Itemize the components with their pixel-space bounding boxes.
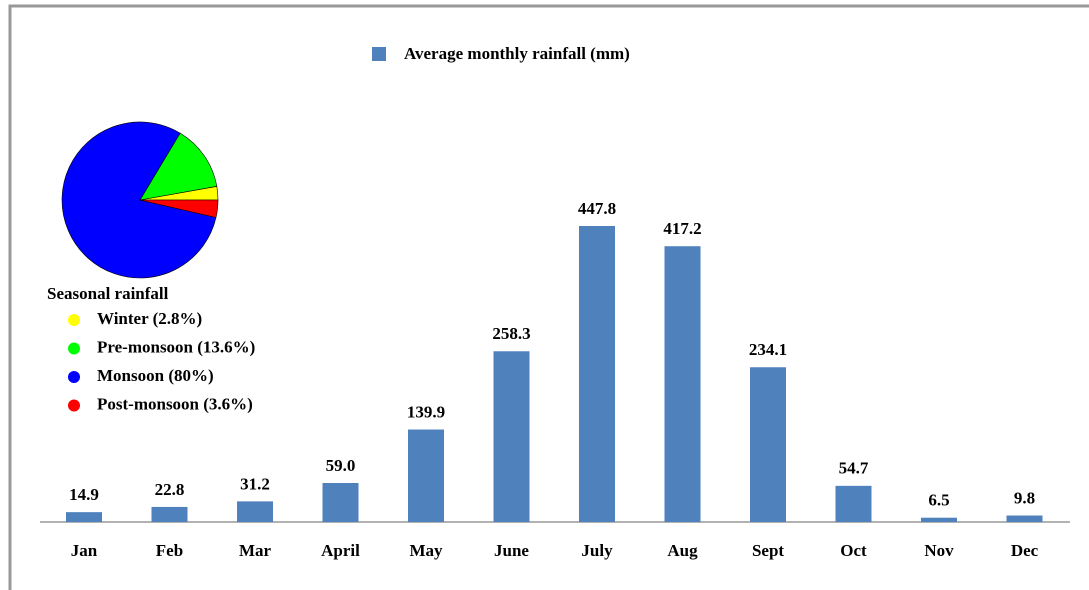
bar [579,226,615,522]
value-label: 9.8 [1014,488,1035,507]
legend-label: Winter (2.8%) [97,309,202,328]
x-tick-label: Jan [71,541,98,560]
value-label: 417.2 [663,219,701,238]
pie-slice [61,121,217,279]
bar [921,517,957,522]
value-label: 59.0 [326,456,356,475]
x-tick-label: Feb [156,541,183,560]
x-tick-label: Dec [1011,541,1039,560]
x-tick-label: Aug [667,541,698,560]
legend-dot [68,371,80,383]
x-tick-label: Nov [924,541,954,560]
bar [1006,515,1043,522]
legend-label: Monsoon (80%) [97,366,214,385]
bar [750,367,786,522]
legend-label: Post-monsoon (3.6%) [97,394,253,413]
value-label: 139.9 [407,402,445,421]
value-label: 447.8 [578,199,616,218]
value-label: 258.3 [492,324,530,343]
bar [664,246,701,523]
value-label: 14.9 [69,485,99,504]
legend-label: Pre-monsoon (13.6%) [97,337,255,356]
bar [66,512,102,522]
bar [151,506,188,522]
pie-slice [139,132,218,201]
frame [8,4,1089,590]
bar [493,351,530,522]
x-tick-label: Oct [840,541,867,560]
legend-dot [68,399,80,412]
x-tick-label: Mar [239,541,272,560]
x-tick-label: Sept [752,541,784,560]
legend-swatch [372,47,386,61]
legend-title: Seasonal rainfall [47,284,169,303]
x-tick-label: June [494,541,529,560]
x-tick-label: July [581,541,613,560]
bar [322,483,359,522]
value-label: 6.5 [928,491,949,510]
bar [408,429,444,522]
legend-label: Average monthly rainfall (mm) [404,44,630,63]
bar [237,501,273,522]
bar [835,485,872,522]
x-tick-label: May [409,541,443,560]
value-label: 22.8 [155,480,185,499]
legend-dot [68,314,80,326]
pie-slice [139,199,219,218]
value-label: 54.7 [839,459,869,478]
legend-dot [68,342,80,355]
value-label: 31.2 [240,474,270,493]
x-tick-label: April [321,541,360,560]
value-label: 234.1 [749,340,787,359]
